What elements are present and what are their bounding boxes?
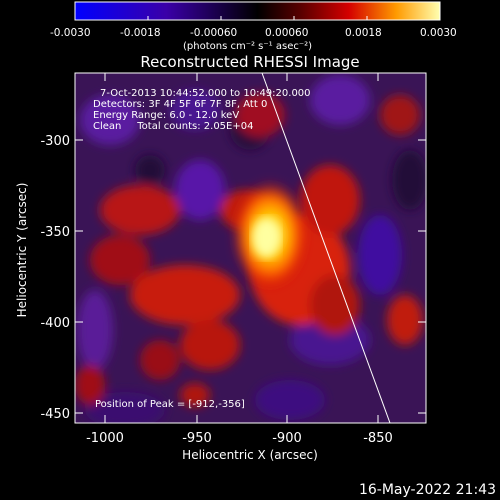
colorbar-tick-label: 0.0030 — [420, 27, 457, 39]
colorbar-tick-label: -0.0018 — [120, 27, 161, 39]
info-line-time: 7-Oct-2013 10:44:52.000 to 10:49:20.000 — [100, 88, 311, 99]
render-timestamp: 16-May-2022 21:43 — [359, 482, 496, 498]
y-tick-label: -400 — [40, 316, 70, 331]
colorbar-unit: (photons cm⁻² s⁻¹ asec⁻²) — [183, 41, 312, 52]
peak-position-text: Position of Peak = [-912,-356] — [95, 399, 245, 410]
colorbar-tick-label: -0.0030 — [50, 27, 91, 39]
y-tick-label: -450 — [40, 407, 70, 422]
info-line-energy: Energy Range: 6.0 - 12.0 keV — [93, 110, 239, 121]
colorbar-tick-label: 0.00060 — [265, 27, 308, 39]
solar-limb-line — [261, 73, 391, 423]
info-line-clean: Clean Total counts: 2.05E+04 — [93, 121, 253, 132]
colorbar-ticks — [147, 16, 368, 20]
x-tick-label: -1000 — [86, 431, 124, 446]
image-title: Reconstructed RHESSI Image — [140, 53, 359, 71]
x-tick-label: -950 — [182, 431, 212, 446]
info-line-detectors: Detectors: 3F 4F 5F 6F 7F 8F, Att 0 — [93, 99, 267, 110]
y-axis-label: Heliocentric Y (arcsec) — [15, 183, 29, 318]
x-tick-label: -900 — [272, 431, 302, 446]
x-tick-label: -850 — [363, 431, 393, 446]
rhessi-map — [75, 73, 426, 423]
x-axis-label: Heliocentric X (arcsec) — [182, 448, 318, 462]
colorbar-tick-label: 0.0018 — [345, 27, 382, 39]
colorbar-tick-label: -0.00060 — [190, 27, 237, 39]
axis-ticks — [75, 73, 426, 423]
y-tick-label: -300 — [40, 134, 70, 149]
colorbar — [74, 1, 441, 21]
plot-frame — [74, 72, 427, 424]
y-tick-label: -350 — [40, 225, 70, 240]
